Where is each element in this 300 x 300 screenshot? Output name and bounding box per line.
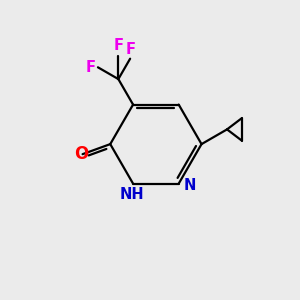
Text: O: O — [74, 145, 88, 163]
Text: F: F — [86, 60, 96, 75]
Text: NH: NH — [119, 187, 144, 202]
Text: F: F — [113, 38, 123, 53]
Text: N: N — [183, 178, 196, 193]
Text: F: F — [125, 42, 135, 57]
